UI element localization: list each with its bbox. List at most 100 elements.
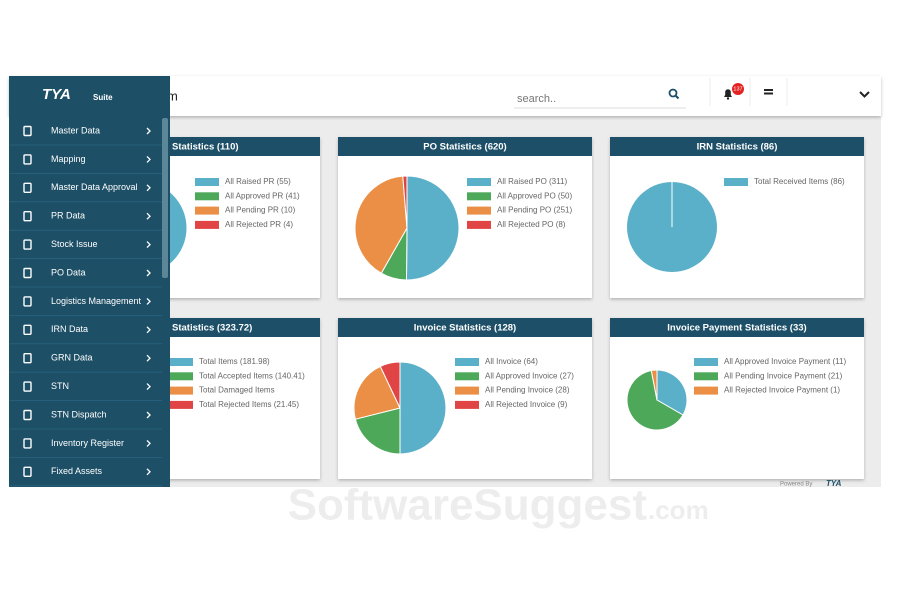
notification-count: 137 [733,86,742,92]
nav-icon [23,125,32,137]
legend-item[interactable]: Total Accepted Items (140.41) [169,371,305,380]
pie-slice [354,175,408,274]
nav-chevron [146,155,151,163]
sidebar-bg [9,76,170,487]
legend-item[interactable]: All Rejected Invoice (9) [455,400,568,409]
profile-dropdown[interactable] [859,91,870,98]
nav-item[interactable]: Mapping [9,154,162,174]
legend-label: All Raised PR (55) [225,177,291,186]
nav-icon [23,324,32,335]
logo: TYA [42,86,71,103]
nav-chevron [146,127,151,135]
legend-item[interactable]: All Approved Invoice (27) [455,371,574,380]
stat-card: IRN Statistics (86) Total Received Items … [610,137,864,298]
nav-label: GRN Data [51,353,93,363]
card-header [338,318,592,337]
nav-item[interactable]: IRN Data [9,324,162,345]
nav-icon [23,466,32,477]
nav-label: PO Data [51,267,86,277]
legend-item[interactable]: All Rejected PR (4) [195,220,293,229]
legend-swatch [694,358,718,366]
legend-swatch [169,372,193,381]
legend-swatch [467,178,491,186]
legend-label: All Approved Invoice (27) [485,371,574,380]
legend-label: All Rejected Invoice (9) [485,400,568,409]
legend-swatch [455,386,479,395]
pie-slice [650,369,658,401]
legend-swatch [467,220,491,229]
legend-swatch [169,400,193,409]
legend-item[interactable]: All Pending PR (10) [195,206,296,215]
legend-item[interactable]: All Invoice (64) [455,357,538,366]
nav-chevron [146,383,151,391]
nav-item[interactable]: Stock Issue [9,239,162,260]
nav-label: IRN Data [51,324,88,334]
nav-chevron [146,326,151,334]
menu-button[interactable] [764,89,773,95]
nav-item[interactable]: Logistics Management [9,296,162,316]
nav-icon [23,381,32,392]
nav-item[interactable]: Fixed Assets [9,466,162,487]
legend-item[interactable]: All Raised PO (311) [467,177,567,186]
legend-item[interactable]: All Rejected Invoice Payment (1) [694,386,840,395]
legend-swatch [195,220,219,229]
legend-label: Total Rejected Items (21.45) [199,400,299,409]
scrollbar[interactable] [162,118,168,278]
nav-chevron [146,411,151,419]
card-title: IRN Statistics (86) [697,142,778,153]
nav-item[interactable]: Inventory Register [9,438,162,458]
nav-item[interactable]: Master Data [9,125,162,146]
legend-label: All Rejected PO (8) [497,220,566,229]
search-button[interactable] [668,88,680,100]
legend-item[interactable]: All Rejected PO (8) [467,220,566,229]
nav-label: Logistics Management [51,296,142,306]
legend-label: All Pending Invoice (28) [485,386,570,395]
legend-item[interactable]: All Pending PO (251) [467,206,572,215]
legend-swatch [455,358,479,366]
legend-item[interactable]: All Approved PR (41) [195,191,300,200]
nav-item[interactable]: GRN Data [9,353,162,373]
nav-item[interactable]: PR Data [9,211,162,231]
stat-card: Invoice Payment Statistics (33) All Appro… [610,318,864,479]
card-header [610,137,864,156]
card-title: Invoice Payment Statistics (33) [667,323,806,334]
logo-suffix: Suite [93,93,113,102]
legend-swatch [195,178,219,186]
search-input[interactable]: search.. [517,93,556,105]
nav-label: Stock Issue [51,239,98,249]
nav-item[interactable]: STN Dispatch [9,409,162,430]
legend-item[interactable]: All Pending Invoice (28) [455,386,570,395]
legend-item[interactable]: All Approved PO (50) [467,191,572,200]
legend-swatch [724,178,748,186]
nav-chevron [146,439,151,447]
powered-by: Powered By [780,482,812,488]
page-title: m [167,88,178,103]
nav-chevron [146,241,151,249]
pie-slice [405,175,460,281]
legend-item[interactable]: Total Rejected Items (21.45) [169,400,299,409]
nav-chevron [146,354,151,362]
nav-item[interactable]: Master Data Approval [9,182,162,203]
legend-label: Total Items (181.98) [199,357,270,366]
legend-swatch [467,192,491,201]
legend-label: All Pending PO (251) [497,206,572,215]
legend-swatch [169,358,193,366]
nav-chevron [146,212,151,220]
legend-label: All Pending Invoice Payment (21) [724,371,843,380]
legend-item[interactable]: Total Received Items (86) [724,177,845,186]
stat-card: Invoice Statistics (128) All Invoice (64)… [338,318,592,479]
legend-item[interactable]: All Pending Invoice Payment (21) [694,371,843,380]
nav-label: PR Data [51,211,85,221]
card-title: Statistics (323.72) [172,323,252,334]
legend-item[interactable]: All Raised PR (55) [195,177,291,186]
legend-item[interactable]: All Approved Invoice Payment (11) [694,357,846,366]
legend-item[interactable]: Total Damaged Items [169,386,275,395]
legend-label: All Approved PR (41) [225,191,300,200]
legend-label: Total Damaged Items [199,386,275,395]
legend-label: All Approved PO (50) [497,191,572,200]
legend-item[interactable]: Total Items (181.98) [169,357,270,366]
nav-item[interactable]: STN [9,381,162,402]
notification-bell[interactable] [724,83,744,100]
nav-item[interactable]: PO Data [9,267,162,288]
legend-swatch [455,372,479,381]
